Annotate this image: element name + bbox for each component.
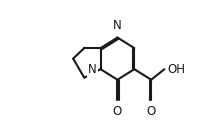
Text: N: N — [113, 19, 122, 32]
Text: O: O — [113, 105, 122, 118]
Text: OH: OH — [167, 63, 186, 76]
Text: O: O — [147, 105, 156, 118]
Text: N: N — [88, 63, 97, 76]
